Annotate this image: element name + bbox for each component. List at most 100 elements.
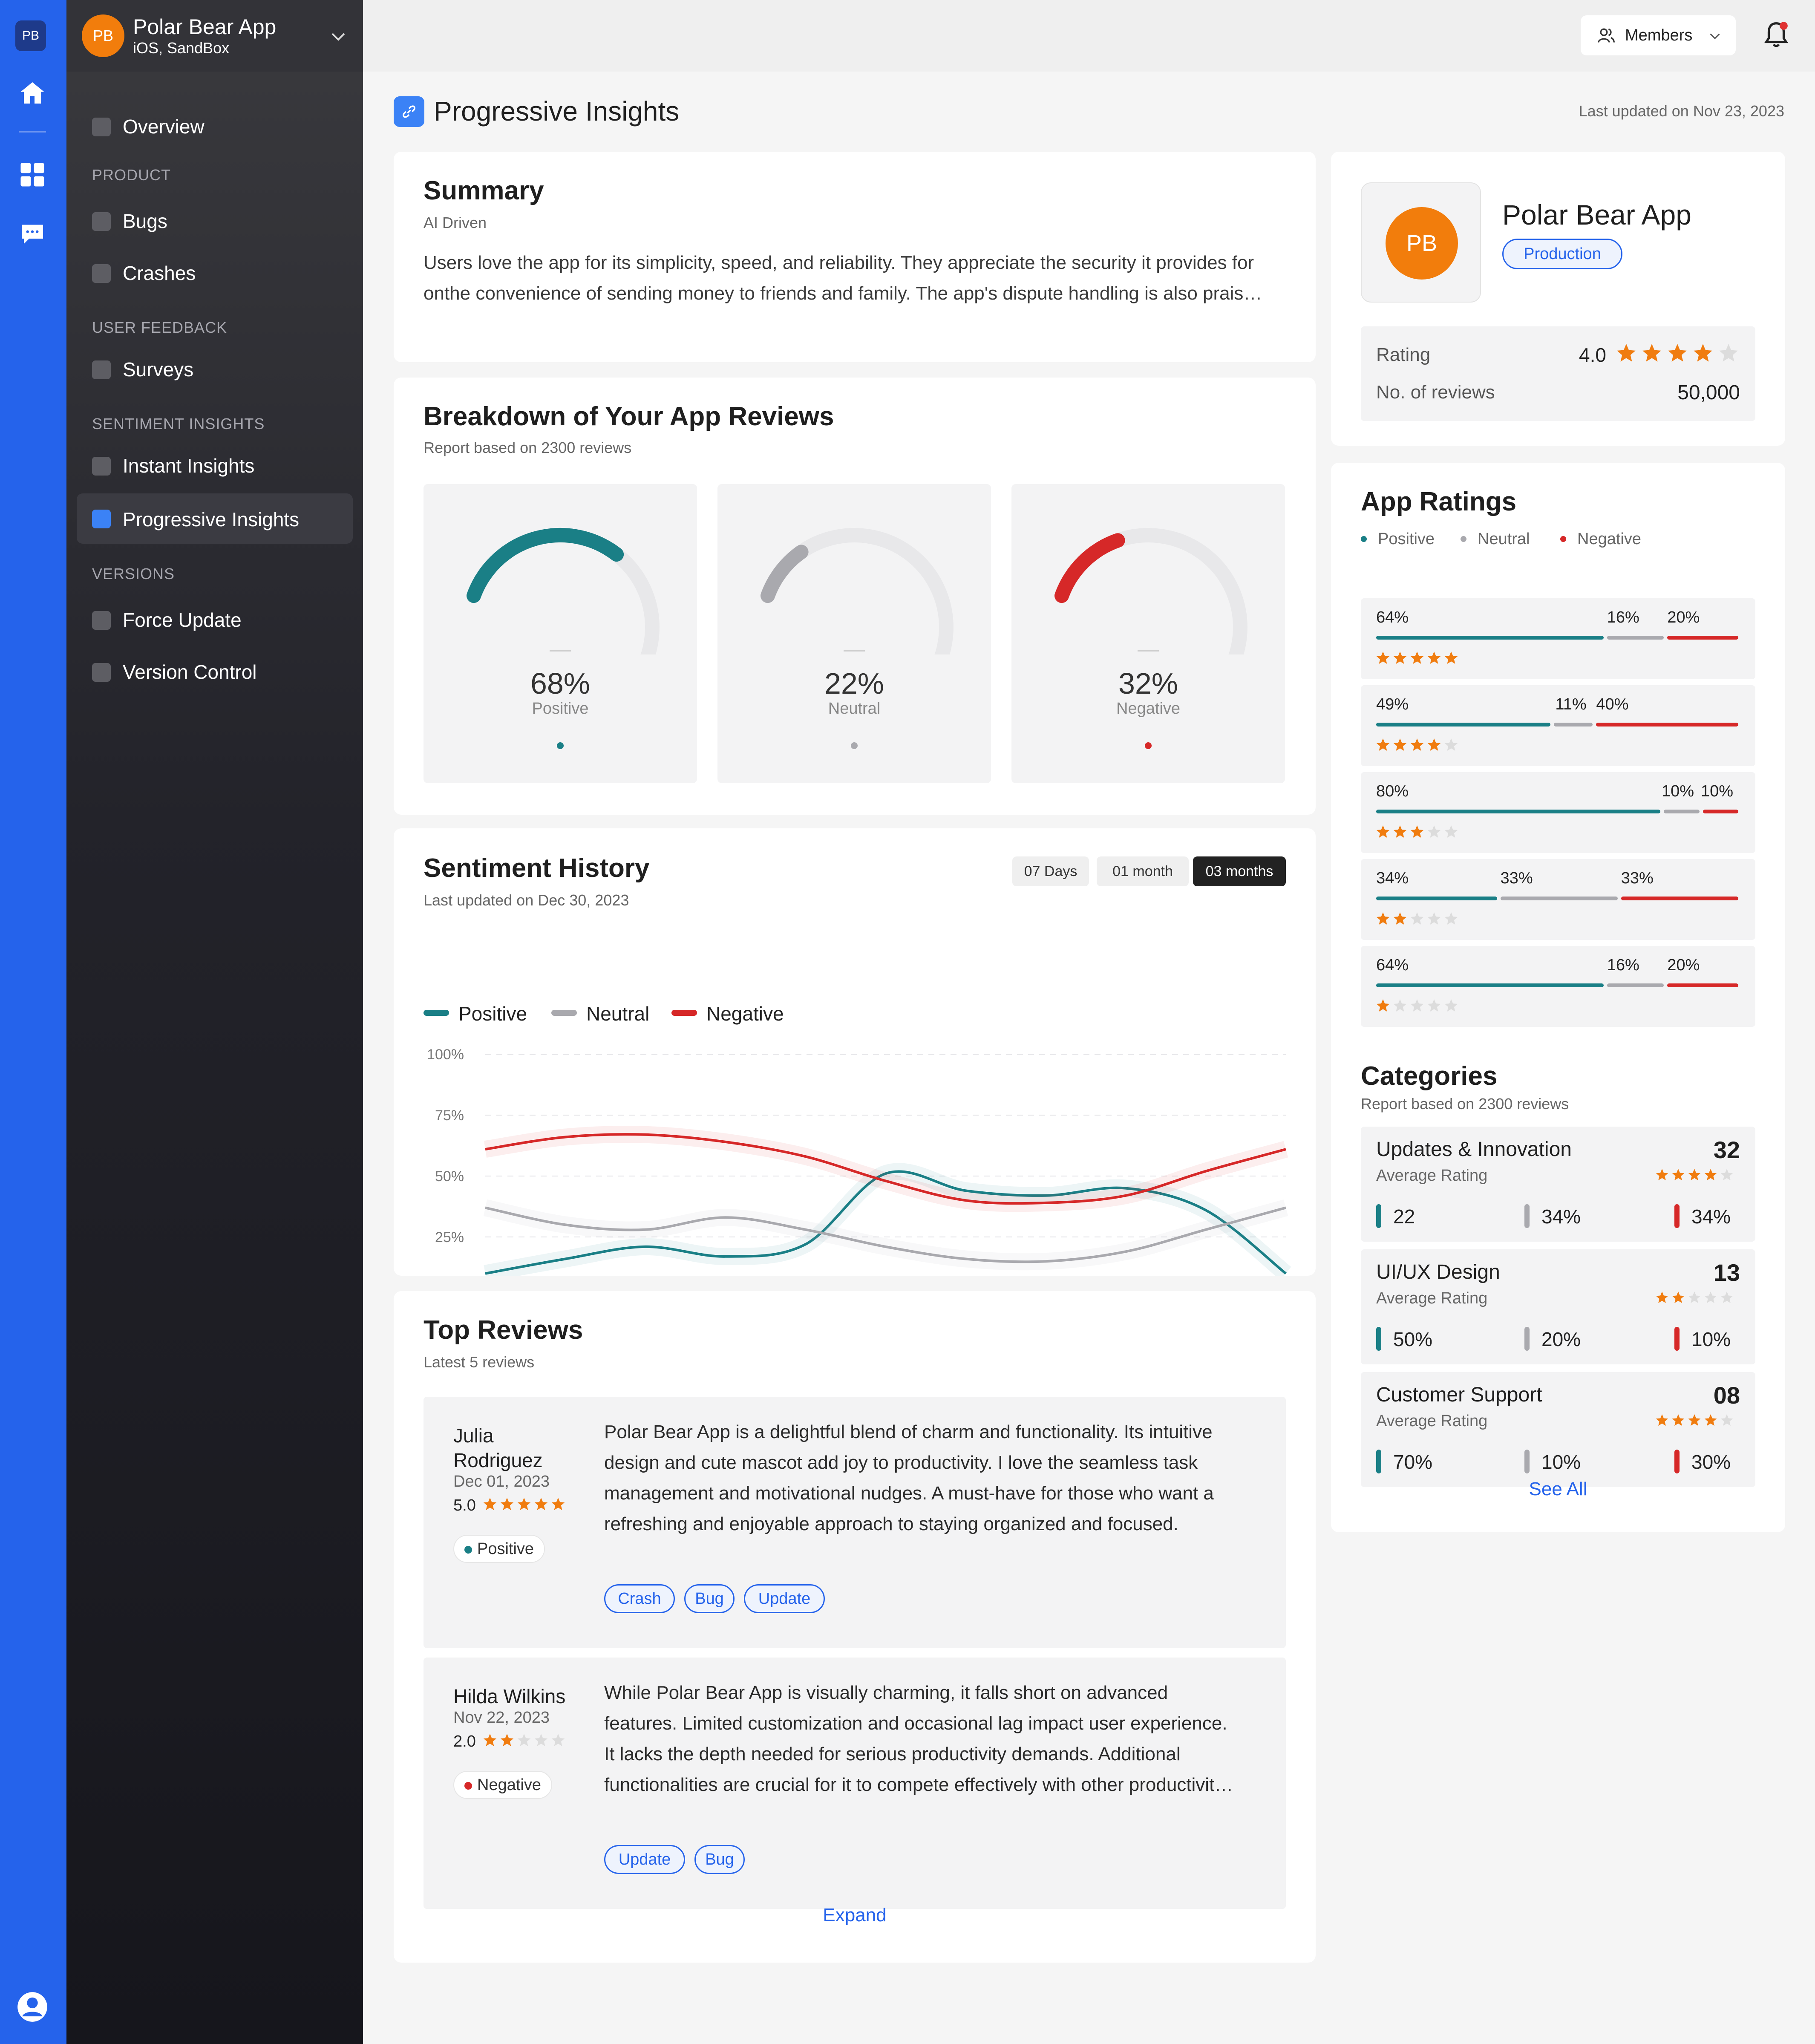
version-control-icon (92, 663, 111, 682)
category-value-neu: 10% (1541, 1451, 1581, 1473)
ratings-legend-dot-neutral (1461, 536, 1466, 542)
star-empty-icon (1444, 999, 1458, 1012)
category-avg-label: Average Rating (1376, 1289, 1488, 1307)
legend-label-negative: Negative (706, 1003, 784, 1025)
rating-bar-neg (1667, 983, 1738, 987)
heart-icon (92, 457, 111, 476)
review-date: Nov 22, 2023 (453, 1709, 550, 1727)
rating-row-stars (1376, 738, 1458, 754)
main-content: Progressive Insights Last updated on Nov… (363, 72, 1815, 2044)
review-tag[interactable]: Update (744, 1584, 825, 1613)
star-empty-icon (551, 1734, 565, 1746)
star-empty-icon (1720, 1414, 1733, 1426)
link-icon (92, 510, 111, 528)
y-tick-label: 25% (435, 1229, 464, 1245)
app-stats-panel: Rating 4.0 No. of reviews 50,000 (1361, 326, 1755, 421)
rating-bar-neu (1607, 636, 1664, 640)
gauge-positive (467, 528, 660, 654)
rating-pct-neg: 33% (1621, 869, 1654, 887)
sidebar-item-overview[interactable]: Overview (123, 115, 205, 138)
app-logo: PB (1386, 207, 1458, 280)
home-icon[interactable] (20, 81, 45, 105)
sentiment-chip: Negative (453, 1771, 552, 1799)
rating-row: 34% 33% 33% (1361, 859, 1755, 940)
rating-pct-pos: 64% (1376, 608, 1409, 626)
rating-value: 4.0 (1579, 344, 1606, 366)
sidebar-item-version-control[interactable]: Version Control (123, 661, 257, 683)
sidebar-item-bugs[interactable]: Bugs (123, 210, 167, 232)
sentiment-line-chart: 0%25%50%75%100%JulyAugSep (427, 1047, 1291, 1276)
ratings-legend-label-positive: Positive (1378, 530, 1435, 548)
star-filled-icon (534, 1498, 548, 1510)
rating-row: 49% 11% 40% (1361, 685, 1755, 766)
workspace-badge[interactable]: PB (15, 20, 46, 51)
sidebar-item-progressive-insights[interactable]: Progressive Insights (77, 493, 353, 544)
chevron-down-icon[interactable] (330, 30, 347, 43)
review-item: Hilda Wilkins Nov 22, 2023 2.0 Negative Whil… (424, 1658, 1286, 1909)
sidebar-item-surveys[interactable]: Surveys (123, 358, 194, 381)
star-filled-icon (1672, 1414, 1685, 1426)
category-bar-neu (1524, 1450, 1530, 1473)
rating-pct-neu: 16% (1607, 608, 1639, 626)
ratings-legend-label-negative: Negative (1577, 530, 1641, 548)
see-all-link[interactable]: See All (1529, 1479, 1587, 1499)
review-tag[interactable]: Crash (604, 1584, 675, 1613)
category-item: UI/UX Design 13 Average Rating 50% 20% 10% (1361, 1249, 1755, 1364)
rating-row-star-row (1376, 999, 1458, 1012)
range-07-days[interactable]: 07 Days (1012, 856, 1089, 886)
gauge-dot (851, 742, 858, 749)
review-tag[interactable]: Update (604, 1845, 685, 1874)
range-01-month[interactable]: 01 month (1097, 856, 1189, 886)
user-profile-icon[interactable] (16, 1991, 49, 2023)
review-text-line: It lacks the depth needed for serious pr… (604, 1744, 1181, 1764)
rating-row-stars (1376, 651, 1458, 667)
sidebar-item-instant-insights[interactable]: Instant Insights (123, 455, 255, 477)
rating-pct-neu: 33% (1500, 869, 1533, 887)
category-avg-label: Average Rating (1376, 1412, 1488, 1430)
review-tag[interactable]: Bug (684, 1584, 735, 1613)
rating-bar-neg (1596, 723, 1738, 726)
star-filled-icon (1376, 825, 1390, 838)
page-title-icon (394, 96, 424, 127)
star-filled-icon (1656, 1169, 1668, 1181)
star-empty-icon (1410, 912, 1424, 925)
y-tick-label: 50% (435, 1168, 464, 1185)
app-avatar-initials: PB (92, 27, 114, 44)
grid-icon[interactable] (20, 162, 45, 187)
star-filled-icon (1694, 344, 1712, 362)
star-filled-icon (1617, 344, 1636, 362)
workspace-initials: PB (22, 29, 40, 43)
category-bar-pos (1376, 1204, 1381, 1228)
app-switcher[interactable]: PB Polar Bear App iOS, SandBox (66, 0, 363, 72)
sidebar-item-force-update[interactable]: Force Update (123, 609, 242, 631)
chat-icon[interactable] (20, 222, 45, 246)
rating-pct-pos: 64% (1376, 956, 1409, 974)
rating-pct-neg: 20% (1667, 608, 1700, 626)
expand-link[interactable]: Expand (823, 1905, 887, 1926)
star-empty-icon (517, 1734, 531, 1746)
category-stars (1656, 1168, 1733, 1183)
series-line-neutral (485, 1206, 1286, 1263)
gauge-neutral (761, 528, 954, 654)
range-03-months[interactable]: 03 months (1193, 856, 1286, 886)
bell-icon[interactable] (1761, 20, 1791, 49)
legend-label-neutral: Neutral (586, 1003, 650, 1025)
gauge-label: Positive (532, 700, 589, 718)
legend-label-positive: Positive (458, 1003, 527, 1025)
review-tag[interactable]: Bug (694, 1845, 745, 1874)
section-user-feedback: USER FEEDBACK (92, 319, 228, 336)
review-star-row (483, 1498, 565, 1510)
star-empty-icon (1444, 912, 1458, 925)
star-empty-icon (1444, 738, 1458, 751)
star-filled-icon (1656, 1414, 1668, 1426)
members-button[interactable]: Members (1581, 15, 1736, 55)
app-avatar: PB (82, 14, 124, 57)
gauge-panel-neutral: 22% Neutral (717, 484, 991, 783)
y-tick-label: 100% (427, 1047, 464, 1063)
star-empty-icon (1720, 1292, 1733, 1303)
category-value-neg: 10% (1691, 1328, 1731, 1350)
category-value-pos: 50% (1393, 1328, 1433, 1350)
star-filled-icon (1376, 912, 1390, 925)
sidebar-item-crashes[interactable]: Crashes (123, 262, 196, 284)
app-rating-star-row (1617, 344, 1738, 362)
